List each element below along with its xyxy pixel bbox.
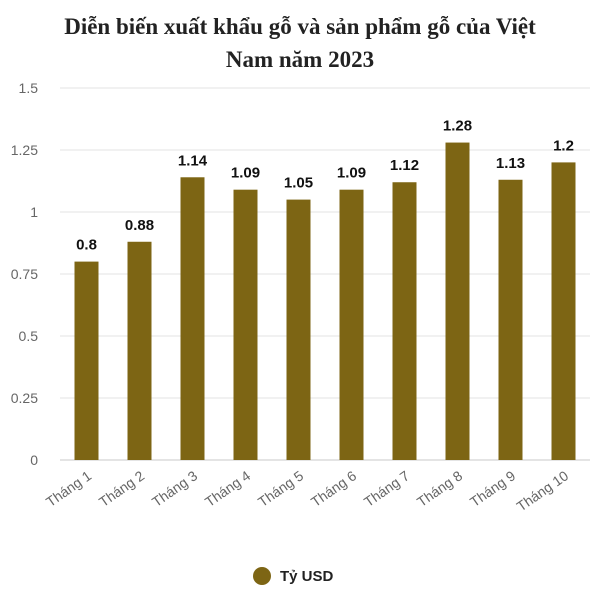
- x-tick-label: Tháng 10: [514, 467, 572, 514]
- data-label: 1.14: [178, 152, 208, 169]
- data-label: 1.09: [337, 165, 366, 182]
- y-tick-label: 0: [30, 452, 38, 468]
- data-label: 0.8: [76, 237, 97, 254]
- data-label: 1.12: [390, 157, 419, 174]
- data-label: 1.28: [443, 118, 472, 135]
- data-label: 1.05: [284, 175, 313, 192]
- x-tick-label: Tháng 2: [96, 467, 147, 510]
- y-tick-label: 0.75: [11, 266, 38, 282]
- bar: [498, 179, 523, 460]
- y-tick-label: 0.25: [11, 390, 38, 406]
- chart-title: Diễn biến xuất khẩu gỗ và sản phẩm gỗ củ…: [0, 10, 600, 76]
- y-tick-label: 1: [30, 204, 38, 220]
- bar: [445, 142, 470, 460]
- bar: [392, 182, 417, 461]
- x-tick-label: Tháng 3: [149, 467, 200, 510]
- x-tick-label: Tháng 7: [361, 467, 412, 510]
- x-tick-label: Tháng 4: [202, 467, 253, 510]
- data-label: 1.09: [231, 165, 260, 182]
- bar: [339, 189, 364, 460]
- y-tick-label: 0.5: [19, 328, 39, 344]
- bar: [551, 162, 576, 460]
- legend-marker: [253, 567, 271, 585]
- x-tick-label: Tháng 9: [467, 467, 518, 510]
- x-tick-label: Tháng 1: [43, 467, 94, 510]
- data-label: 1.13: [496, 155, 525, 172]
- data-label: 0.88: [125, 217, 154, 234]
- bar: [74, 261, 99, 460]
- chart-title-line-1: Diễn biến xuất khẩu gỗ và sản phẩm gỗ củ…: [64, 14, 536, 39]
- bar: [286, 199, 311, 460]
- y-tick-label: 1.5: [19, 80, 39, 96]
- x-tick-label: Tháng 5: [255, 467, 306, 510]
- bar: [180, 177, 205, 460]
- legend-label: Tỷ USD: [280, 568, 334, 585]
- bar: [127, 241, 152, 460]
- x-tick-label: Tháng 6: [308, 467, 359, 510]
- data-label: 1.2: [553, 137, 574, 154]
- x-tick-label: Tháng 8: [414, 467, 465, 510]
- y-tick-label: 1.25: [11, 142, 38, 158]
- chart-title-line-2: Nam năm 2023: [225, 47, 375, 72]
- bar: [233, 189, 258, 460]
